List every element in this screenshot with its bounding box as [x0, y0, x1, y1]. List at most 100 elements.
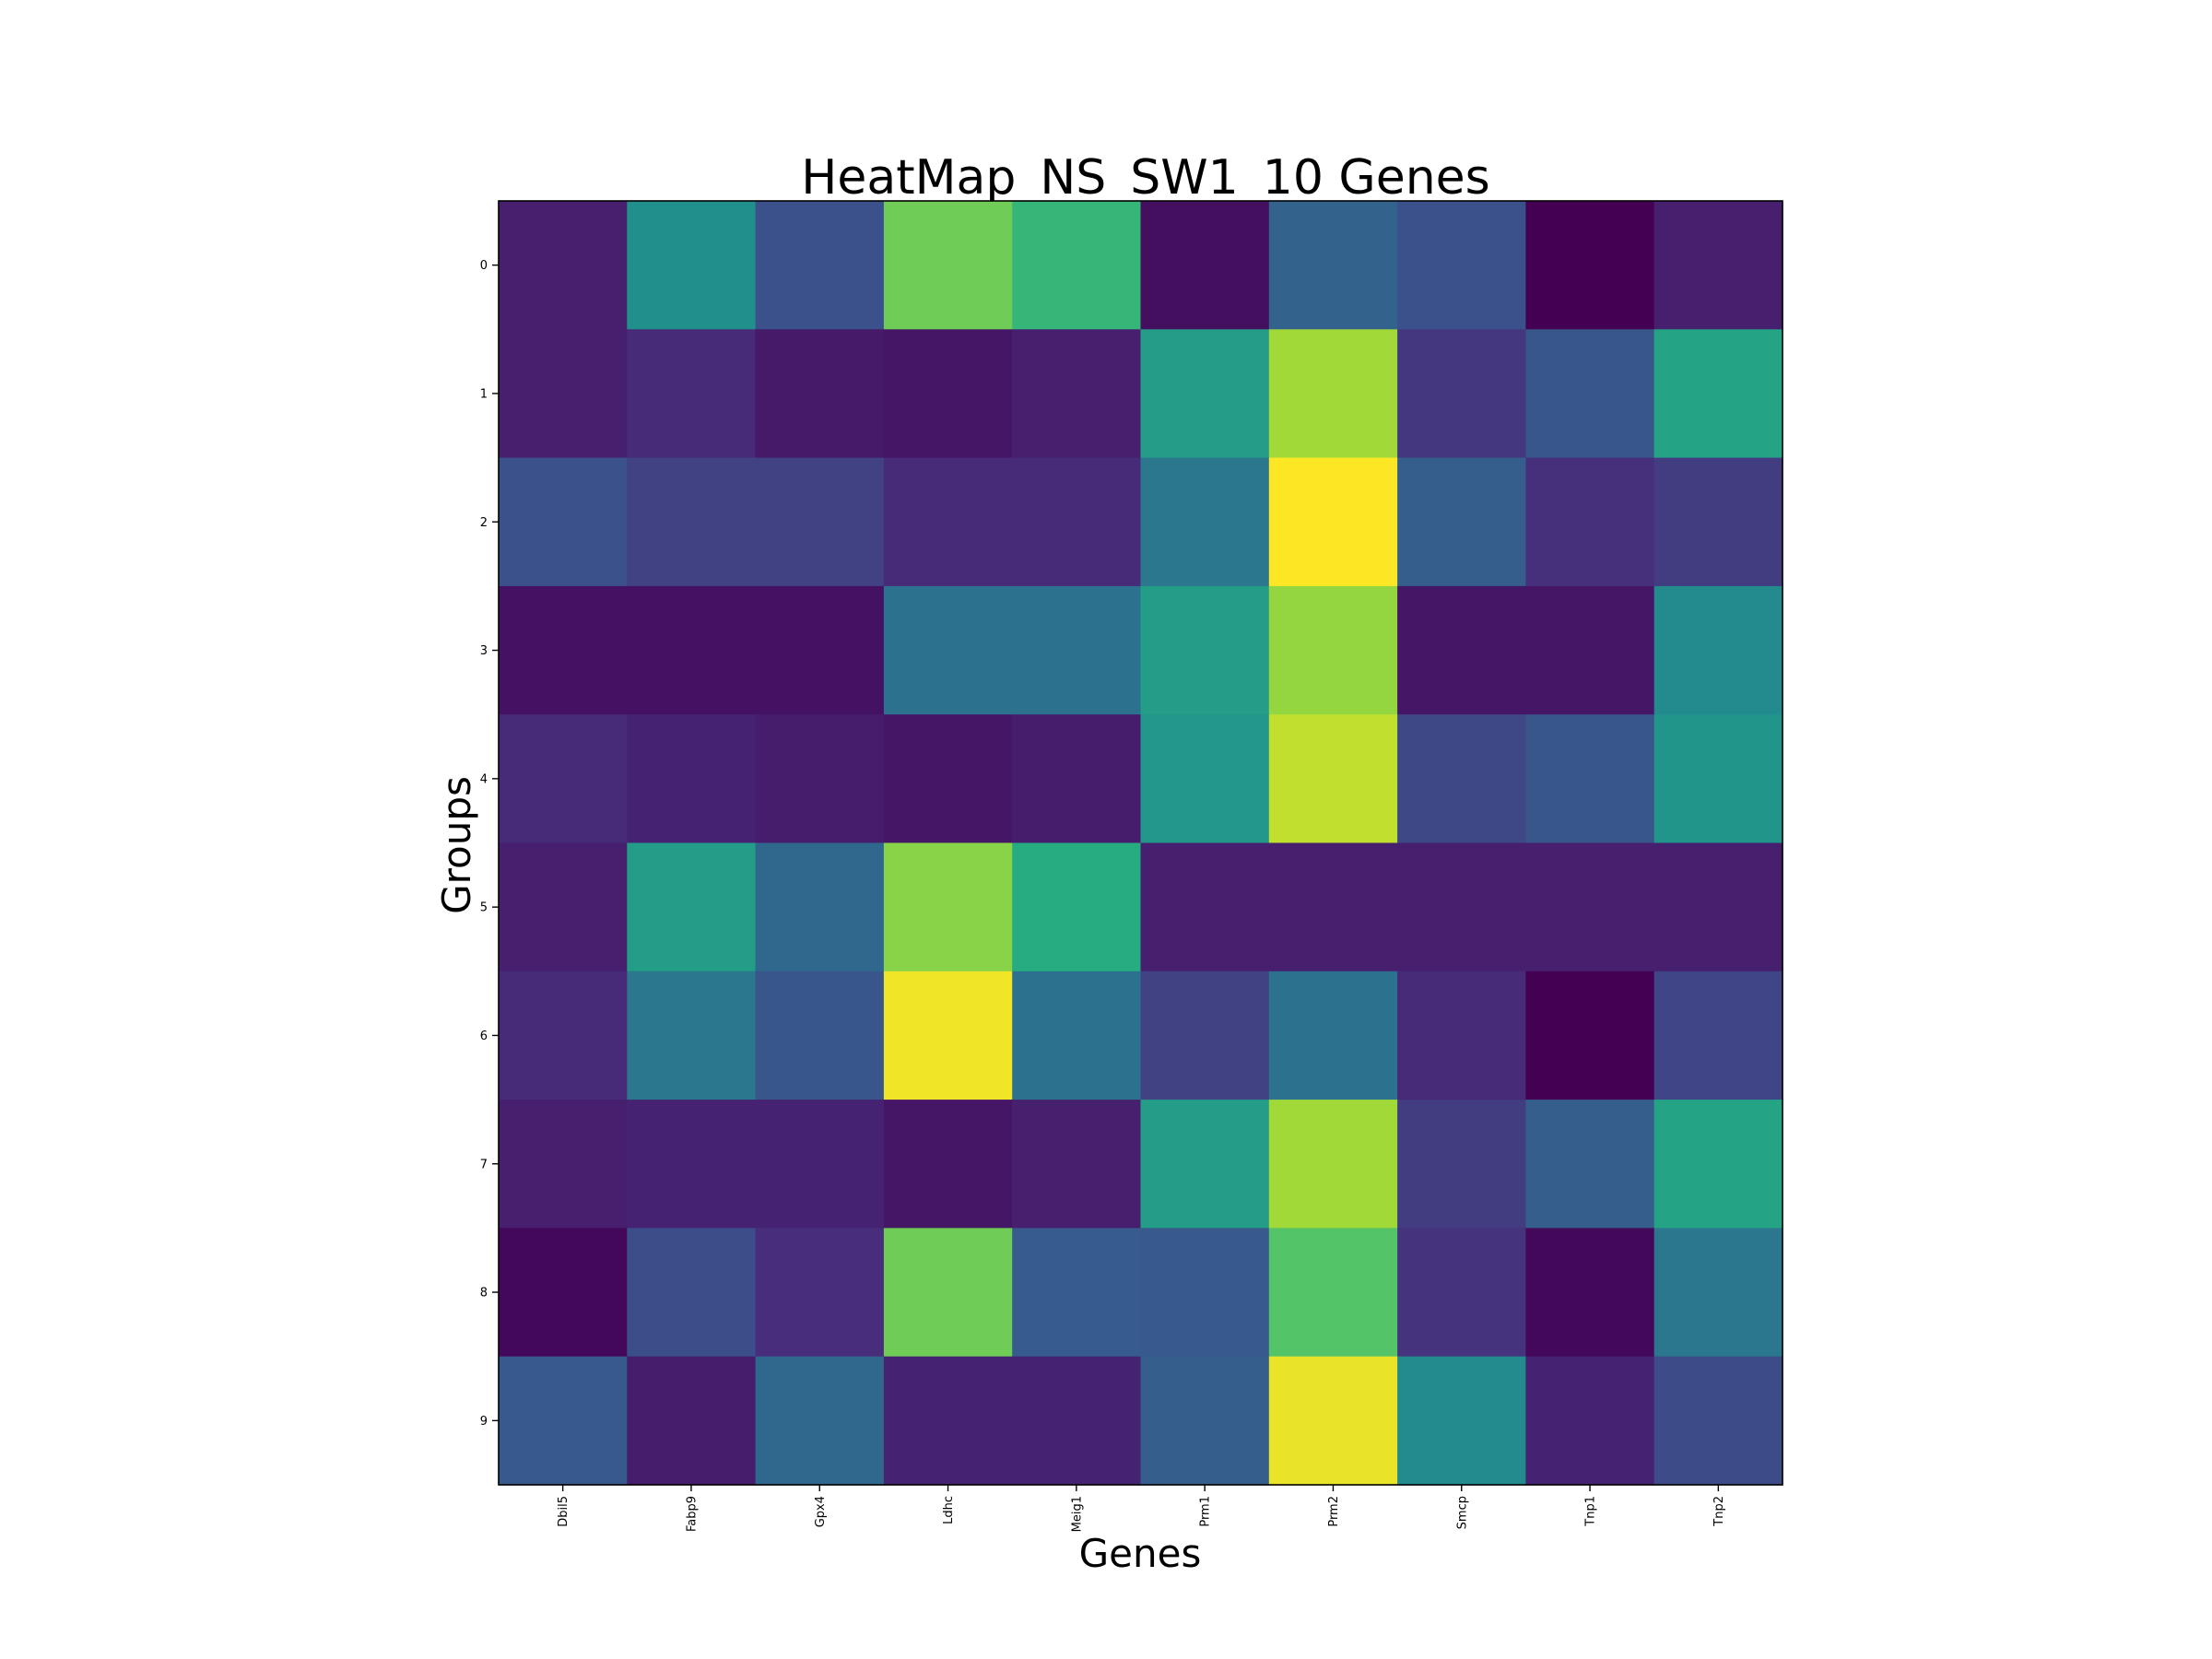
x-tick-label: Fabp9	[685, 1496, 699, 1532]
heatmap-cell	[1397, 971, 1526, 1100]
heatmap-cell	[1268, 1100, 1398, 1229]
heatmap-cell	[1397, 1228, 1526, 1358]
heatmap-cell	[755, 457, 885, 587]
heatmap-cell	[499, 457, 628, 587]
heatmap-cell	[1140, 329, 1270, 459]
heatmap-cell	[1268, 329, 1398, 459]
heatmap-cell	[755, 1100, 885, 1229]
heatmap-cell	[627, 971, 757, 1100]
heatmap-cell	[883, 1100, 1013, 1229]
heatmap-cell	[1140, 457, 1270, 587]
heatmap-cell	[755, 714, 885, 844]
heatmap-cells	[499, 201, 1783, 1486]
heatmap-cell	[1653, 201, 1783, 330]
heatmap-cell	[1397, 585, 1526, 715]
heatmap-cell	[883, 1356, 1013, 1486]
x-axis-label: Genes	[1079, 1531, 1202, 1576]
x-tick-label: Dbil5	[557, 1496, 571, 1527]
heatmap-cell	[1140, 971, 1270, 1100]
x-tick-label: Smcp	[1455, 1496, 1469, 1529]
heatmap-cell	[755, 971, 885, 1100]
heatmap-cell	[755, 201, 885, 330]
heatmap-cell	[883, 1228, 1013, 1358]
y-tick-label: 0	[480, 259, 488, 273]
y-axis-ticks: 0 1 2 3 4 5 6 7 8 9	[480, 259, 499, 1429]
y-tick-label: 4	[480, 772, 488, 786]
x-tick-label: Tnp2	[1712, 1496, 1726, 1527]
heatmap-cell	[1653, 585, 1783, 715]
x-tick-label: Gpx4	[814, 1496, 828, 1527]
heatmap-cell	[1653, 714, 1783, 844]
heatmap-cell	[1525, 971, 1655, 1100]
heatmap-cell	[1012, 329, 1142, 459]
heatmap-cell	[1525, 457, 1655, 587]
y-tick-label: 7	[480, 1158, 488, 1171]
heatmap-cell	[1653, 971, 1783, 1100]
heatmap-cell	[755, 1356, 885, 1486]
heatmap-cell	[883, 201, 1013, 330]
heatmap-cell	[499, 1100, 628, 1229]
y-tick-label: 6	[480, 1030, 488, 1043]
heatmap-cell	[1653, 1100, 1783, 1229]
heatmap-cell	[1525, 329, 1655, 459]
heatmap-cell	[1268, 1228, 1398, 1358]
heatmap-cell	[499, 201, 628, 330]
heatmap-cell	[627, 457, 757, 587]
heatmap-cell	[1653, 329, 1783, 459]
heatmap-cell	[883, 971, 1013, 1100]
x-tick-label: Tnp1	[1584, 1496, 1598, 1527]
heatmap-cell	[1268, 201, 1398, 330]
heatmap-cell	[627, 585, 757, 715]
heatmap-cell	[1653, 457, 1783, 587]
heatmap-cell	[499, 1356, 628, 1486]
heatmap-cell	[1268, 842, 1398, 972]
heatmap-cell	[627, 1228, 757, 1358]
x-tick-label: Meig1	[1070, 1496, 1084, 1532]
heatmap-cell	[1140, 714, 1270, 844]
y-tick-label: 2	[480, 516, 488, 530]
heatmap-cell	[1525, 842, 1655, 972]
heatmap-cell	[627, 1100, 757, 1229]
heatmap-cell	[1012, 971, 1142, 1100]
heatmap-cell	[1653, 1228, 1783, 1358]
heatmap-cell	[1268, 714, 1398, 844]
heatmap-cell	[1268, 971, 1398, 1100]
heatmap-cell	[1140, 1100, 1270, 1229]
heatmap-cell	[755, 329, 885, 459]
heatmap-cell	[1397, 1356, 1526, 1486]
y-tick-label: 1	[480, 387, 488, 401]
heatmap-cell	[1012, 1100, 1142, 1229]
heatmap-cell	[1140, 842, 1270, 972]
y-tick-label: 3	[480, 644, 488, 658]
heatmap-cell	[1397, 329, 1526, 459]
heatmap-cell	[755, 1228, 885, 1358]
heatmap-cell	[755, 842, 885, 972]
heatmap-cell	[1012, 585, 1142, 715]
heatmap-cell	[1397, 1100, 1526, 1229]
heatmap-cell	[883, 714, 1013, 844]
heatmap-cell	[1012, 1356, 1142, 1486]
y-tick-label: 8	[480, 1287, 488, 1300]
heatmap-cell	[1653, 1356, 1783, 1486]
heatmap-cell	[499, 1228, 628, 1358]
heatmap-cell	[1140, 1356, 1270, 1486]
x-tick-label: Prm2	[1327, 1496, 1341, 1527]
heatmap-cell	[883, 457, 1013, 587]
heatmap-cell	[1525, 585, 1655, 715]
heatmap-cell	[499, 842, 628, 972]
heatmap-cell	[1140, 585, 1270, 715]
plot-frame	[498, 200, 1783, 1486]
heatmap-cell	[1012, 842, 1142, 972]
heatmap-cell	[1525, 1228, 1655, 1358]
heatmap-cell	[1397, 457, 1526, 587]
heatmap-cell	[1397, 842, 1526, 972]
heatmap-cell	[627, 1356, 757, 1486]
heatmap-cell	[883, 842, 1013, 972]
heatmap-cell	[1140, 1228, 1270, 1358]
heatmap-cell	[1525, 1356, 1655, 1486]
heatmap-cell	[499, 714, 628, 844]
heatmap-cell	[883, 585, 1013, 715]
y-tick-label: 9	[480, 1415, 488, 1429]
heatmap-cell	[499, 971, 628, 1100]
heatmap-cell	[1268, 457, 1398, 587]
